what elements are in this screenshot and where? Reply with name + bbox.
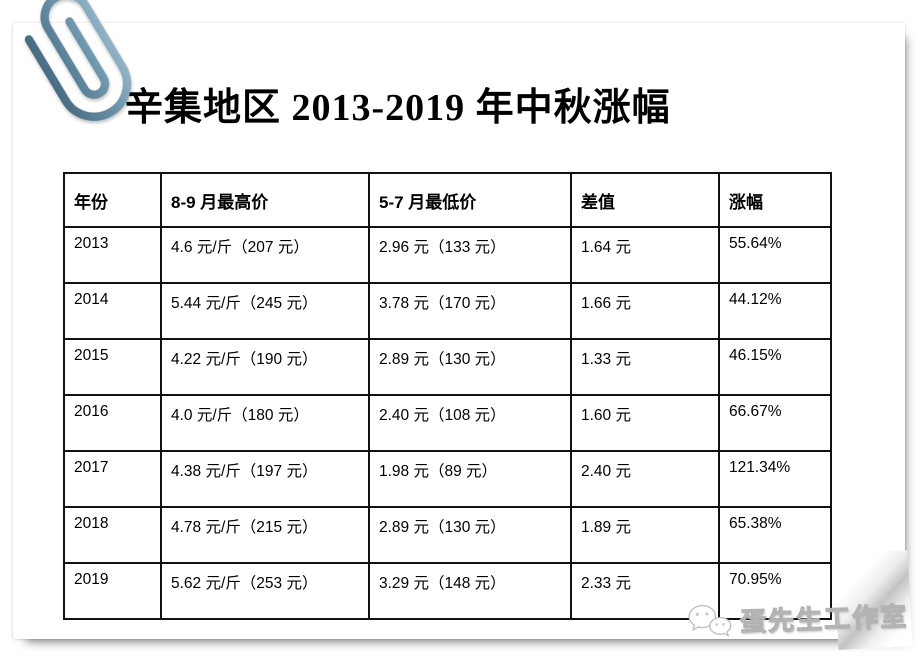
col-header-increase: 涨幅: [718, 172, 832, 228]
min-price-cell: 2.96 元（133 元）: [368, 226, 572, 284]
diff-cell: 1.89 元: [570, 506, 720, 564]
diff-cell: 1.33 元: [570, 338, 720, 396]
table-row: 2016 4.0 元/斤（180 元） 2.40 元（108 元） 1.60 元…: [63, 394, 832, 452]
year-cell: 2013: [63, 226, 162, 284]
year-cell: 2015: [63, 338, 162, 396]
max-price-cell: 4.6 元/斤（207 元）: [160, 226, 370, 284]
increase-cell: 46.15%: [718, 338, 832, 396]
diff-cell: 2.33 元: [570, 562, 720, 620]
table-row: 2014 5.44 元/斤（245 元） 3.78 元（170 元） 1.66 …: [63, 282, 832, 340]
table-header-row: 年份 8-9 月最高价 5-7 月最低价 差值 涨幅: [63, 172, 832, 228]
min-price-cell: 1.98 元（89 元）: [368, 450, 572, 508]
increase-cell: 55.64%: [718, 226, 832, 284]
document-page: 辛集地区 2013-2019 年中秋涨幅 年份 8-9 月最高价 5-7 月最低…: [13, 23, 913, 650]
col-header-year: 年份: [63, 172, 162, 228]
year-cell: 2019: [63, 562, 162, 620]
min-price-cell: 3.78 元（170 元）: [368, 282, 572, 340]
increase-cell: 121.34%: [718, 450, 832, 508]
max-price-cell: 4.78 元/斤（215 元）: [160, 506, 370, 564]
page-title: 辛集地区 2013-2019 年中秋涨幅: [125, 87, 671, 129]
wechat-logo-icon: [688, 604, 732, 637]
table-row: 2013 4.6 元/斤（207 元） 2.96 元（133 元） 1.64 元…: [63, 226, 832, 284]
table-row: 2017 4.38 元/斤（197 元） 1.98 元（89 元） 2.40 元…: [63, 450, 832, 508]
col-header-diff: 差值: [570, 172, 720, 228]
max-price-cell: 5.44 元/斤（245 元）: [160, 282, 370, 340]
year-cell: 2014: [63, 282, 162, 340]
col-header-min-price: 5-7 月最低价: [368, 172, 572, 228]
watermark-label: 蛋先生工作室: [739, 600, 909, 637]
watermark: 蛋先生工作室: [684, 595, 909, 641]
table-row: 2018 4.78 元/斤（215 元） 2.89 元（130 元） 1.89 …: [63, 506, 832, 564]
increase-cell: 65.38%: [718, 506, 832, 564]
diff-cell: 1.64 元: [570, 226, 720, 284]
min-price-cell: 2.40 元（108 元）: [368, 394, 572, 452]
diff-cell: 2.40 元: [570, 450, 720, 508]
increase-cell: 70.95%: [718, 562, 832, 620]
increase-cell: 44.12%: [718, 282, 832, 340]
diff-cell: 1.60 元: [570, 394, 720, 452]
table-row: 2019 5.62 元/斤（253 元） 3.29 元（148 元） 2.33 …: [63, 562, 832, 620]
max-price-cell: 5.62 元/斤（253 元）: [160, 562, 370, 620]
min-price-cell: 3.29 元（148 元）: [368, 562, 572, 620]
diff-cell: 1.66 元: [570, 282, 720, 340]
max-price-cell: 4.22 元/斤（190 元）: [160, 338, 370, 396]
table-row: 2015 4.22 元/斤（190 元） 2.89 元（130 元） 1.33 …: [63, 338, 832, 396]
paperclip-icon: [24, 0, 132, 121]
year-cell: 2017: [63, 450, 162, 508]
year-cell: 2016: [63, 394, 162, 452]
increase-cell: 66.67%: [718, 394, 832, 452]
max-price-cell: 4.38 元/斤（197 元）: [160, 450, 370, 508]
col-header-max-price: 8-9 月最高价: [160, 172, 370, 228]
price-table: 年份 8-9 月最高价 5-7 月最低价 差值 涨幅 2013 4.6 元/斤（…: [63, 172, 832, 620]
min-price-cell: 2.89 元（130 元）: [368, 338, 572, 396]
max-price-cell: 4.0 元/斤（180 元）: [160, 394, 370, 452]
min-price-cell: 2.89 元（130 元）: [368, 506, 572, 564]
year-cell: 2018: [63, 506, 162, 564]
